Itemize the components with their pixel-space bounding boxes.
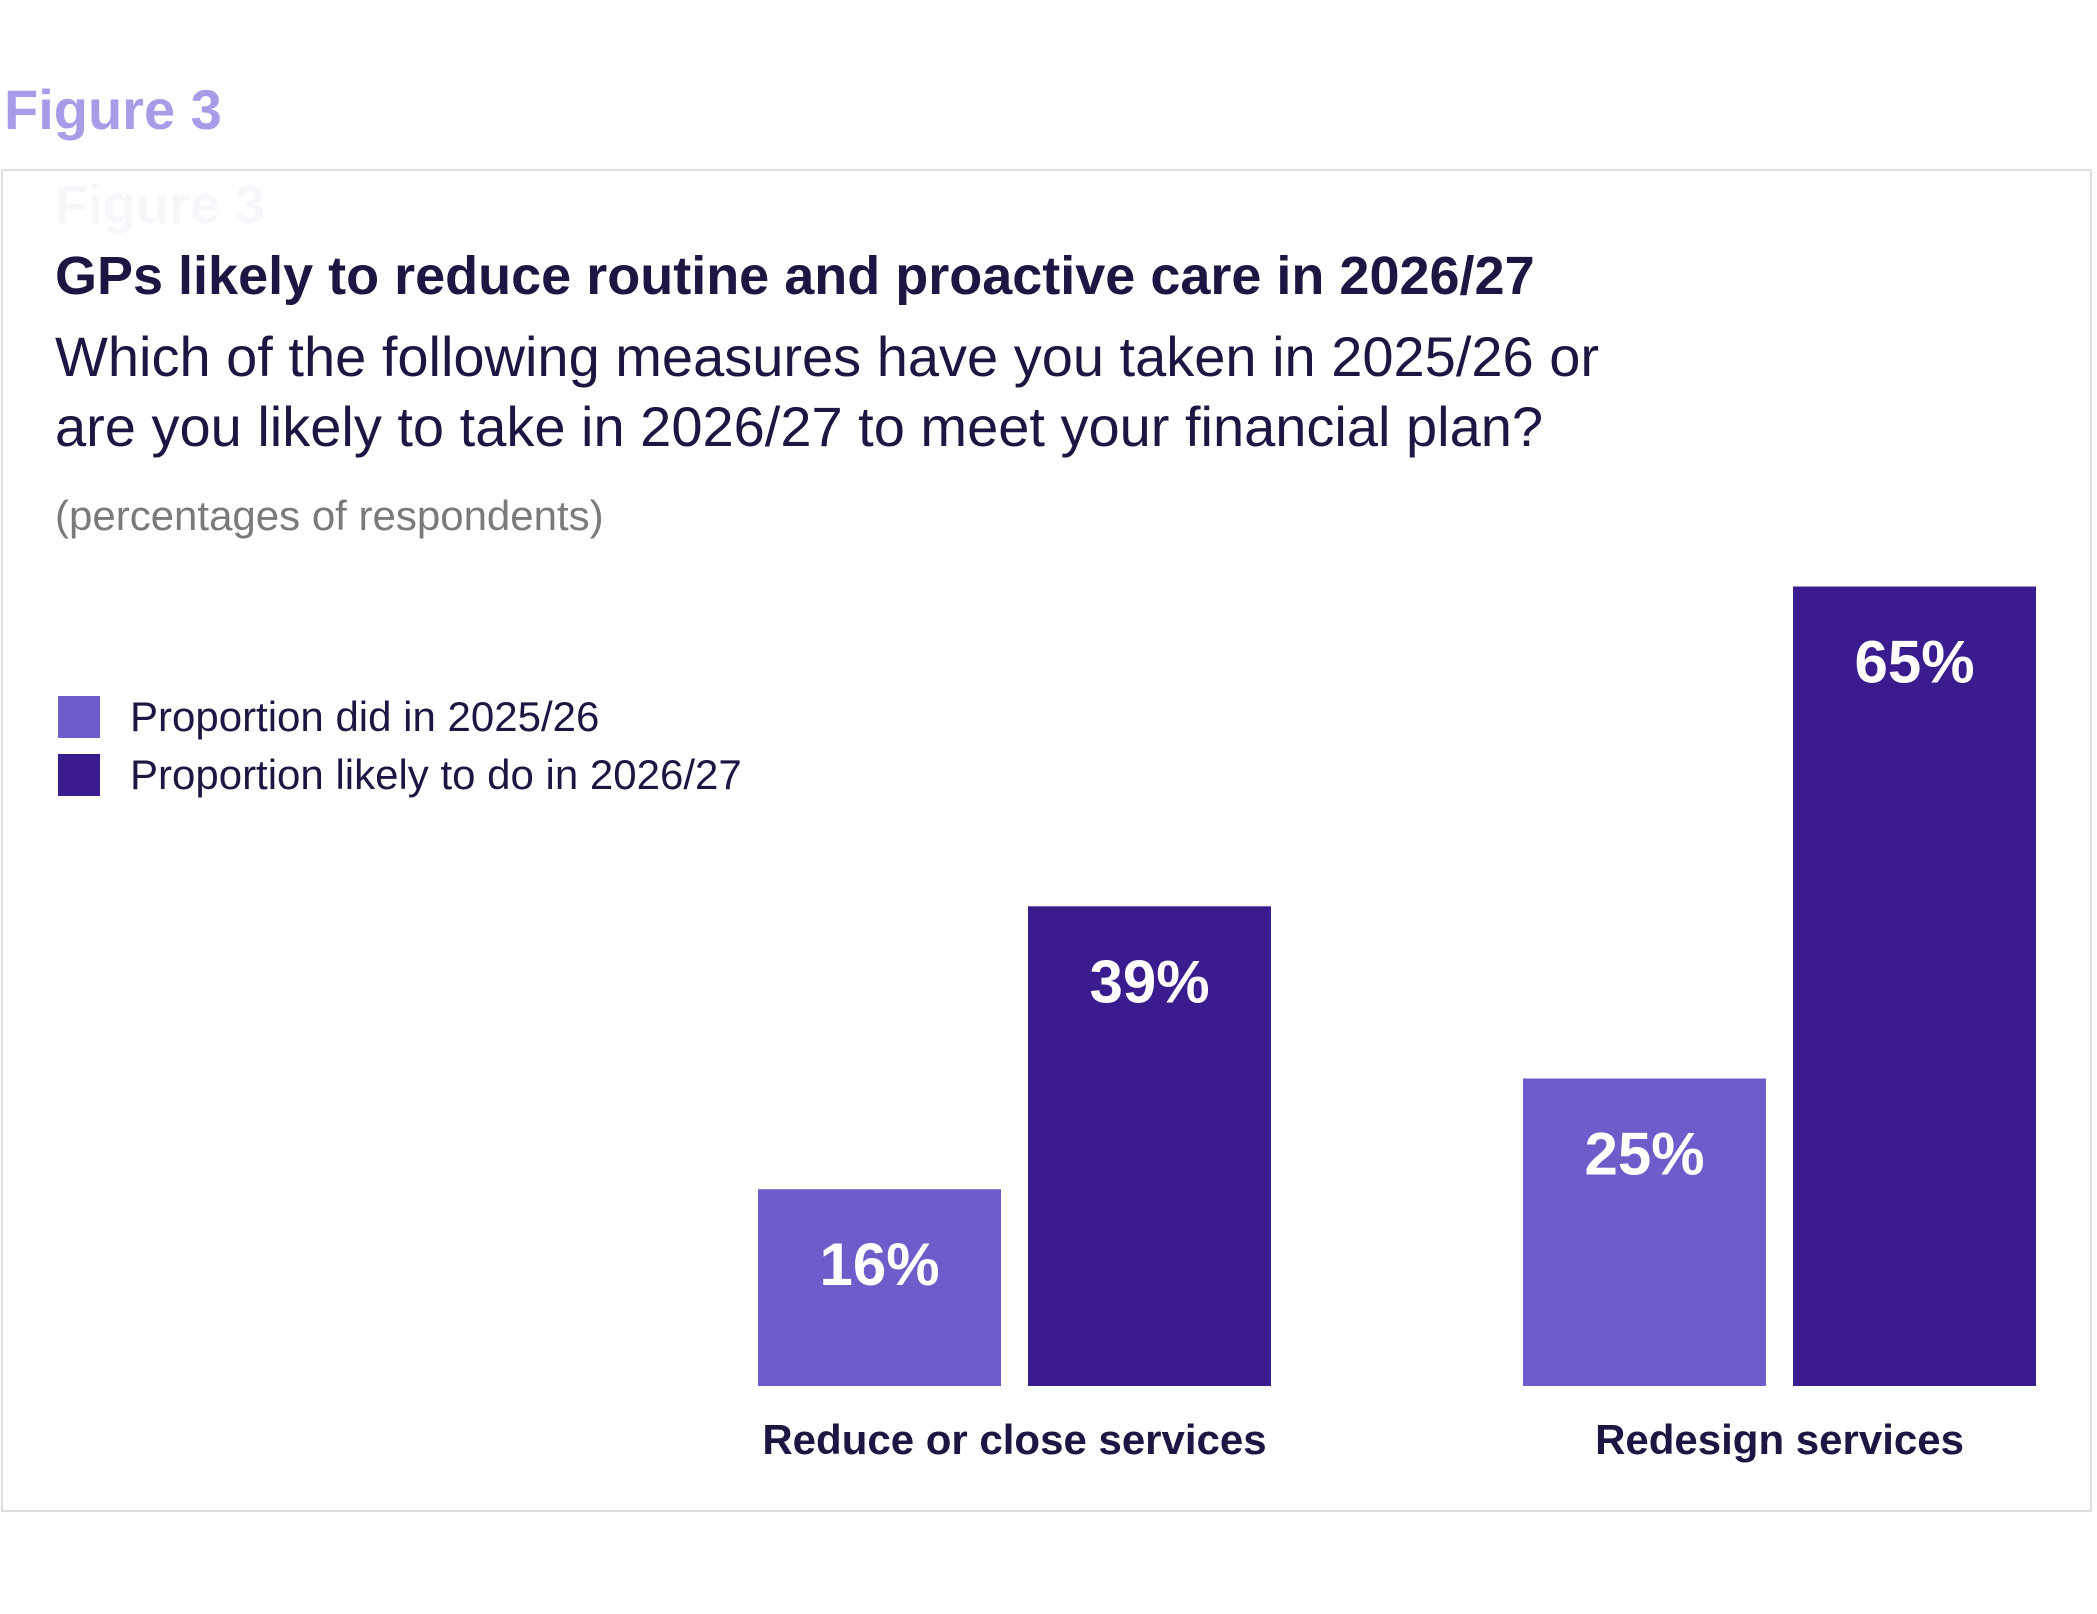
category-label-1: Reduce or close services	[762, 1416, 1266, 1463]
data-label-2025-1: 16%	[819, 1231, 939, 1298]
legend-item-2025: Proportion did in 2025/26	[58, 688, 742, 746]
data-label-2026-1: 39%	[1089, 948, 1209, 1015]
legend-swatch-2026	[58, 754, 100, 796]
legend: Proportion did in 2025/26 Proportion lik…	[58, 688, 742, 804]
legend-label-2025: Proportion did in 2025/26	[130, 693, 600, 740]
chart-question: Which of the following measures have you…	[55, 322, 1855, 462]
figure-watermark: Figure 3	[55, 175, 266, 235]
legend-swatch-2025	[58, 696, 100, 738]
figure-label: Figure 3	[4, 78, 222, 141]
unit-note: (percentages of respondents)	[55, 492, 604, 539]
category-label-2: Redesign services	[1595, 1416, 1964, 1463]
legend-item-2026: Proportion likely to do in 2026/27	[58, 746, 742, 804]
bar-2026-1	[1028, 906, 1271, 1386]
chart-title: GPs likely to reduce routine and proacti…	[55, 246, 1535, 306]
data-label-2026-2: 65%	[1854, 629, 1974, 696]
legend-label-2026: Proportion likely to do in 2026/27	[130, 751, 742, 798]
chart-question-line-2: are you likely to take in 2026/27 to mee…	[55, 395, 1544, 458]
data-label-2025-2: 25%	[1584, 1121, 1704, 1188]
chart-question-line-1: Which of the following measures have you…	[55, 325, 1600, 388]
bar-2025-2	[1523, 1078, 1766, 1386]
bar-2026-2	[1793, 586, 2036, 1386]
bar-2025-1	[758, 1189, 1001, 1386]
